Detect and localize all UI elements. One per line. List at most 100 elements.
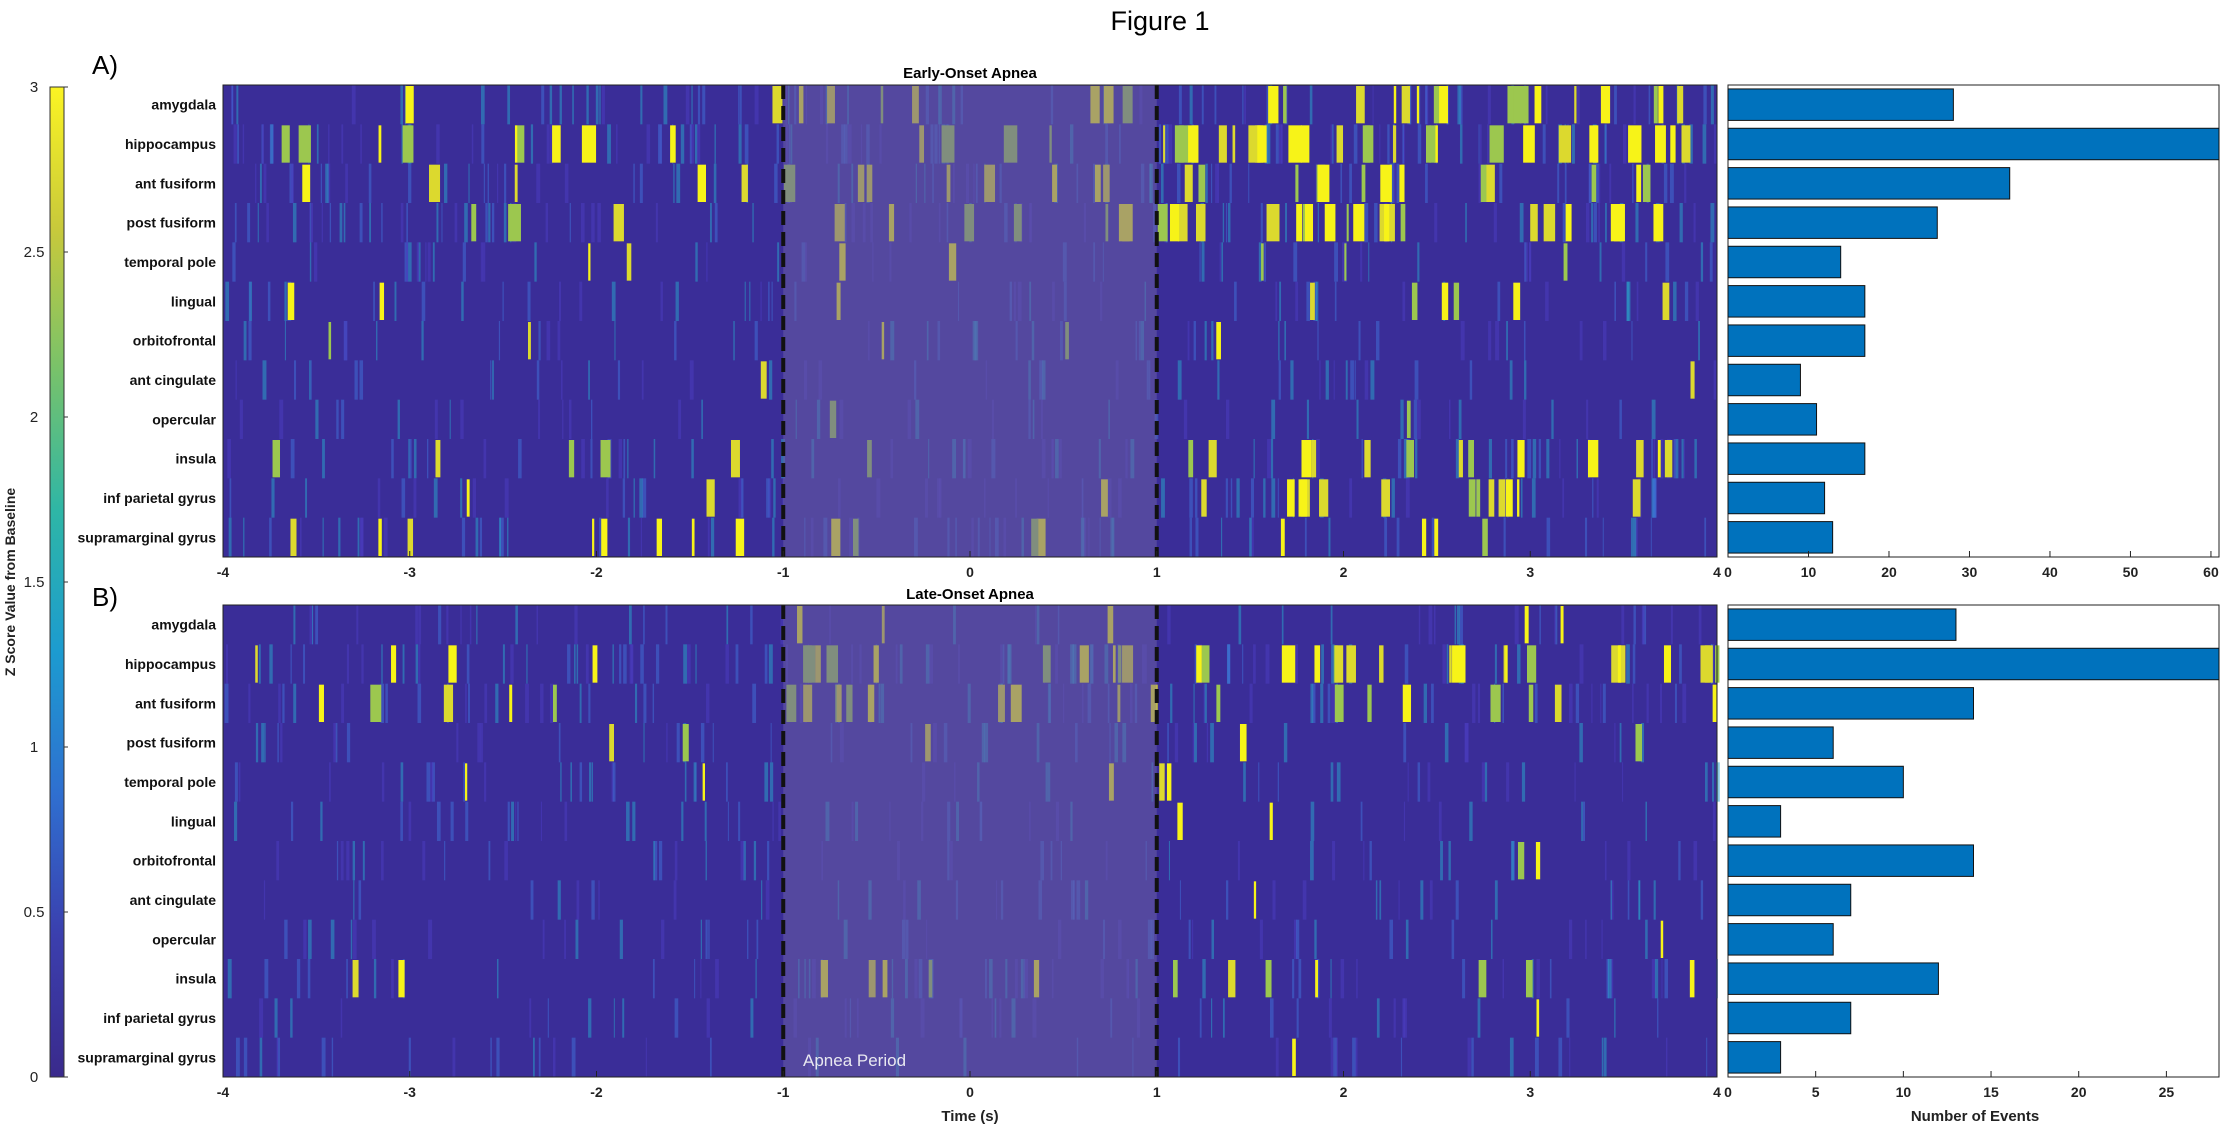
heatmap-cell [1402,684,1412,722]
heatmap-cell [1269,998,1274,1038]
heatmap-cell [1192,723,1195,763]
heatmap-cell [514,164,518,202]
heatmap-cell [738,801,741,841]
heatmap-cell [1310,282,1315,320]
heatmap-cell [415,605,418,645]
heatmap-cell [1363,841,1365,881]
heatmap-cell [315,605,319,645]
heatmap-cell [557,321,561,361]
heatmap-cell [560,762,562,802]
heatmap-cell [633,163,635,203]
heatmap-cell [1628,125,1642,163]
heatmap-cell [1208,440,1217,478]
heatmap-cell [643,723,645,763]
heatmap-cell [591,399,593,439]
heatmap-cell [1593,203,1597,243]
heatmap-cell [564,919,566,959]
heatmap-cell [1275,281,1278,321]
heatmap-cell [1189,517,1192,557]
heatmap-cell [1176,163,1181,203]
heatmap-cell [674,998,679,1038]
heatmap-cell [284,321,286,361]
heatmap-cell [726,605,729,645]
heatmap-cell [369,203,372,243]
heatmap-cell [714,124,716,164]
heatmap-cell [1403,439,1408,479]
heatmap-cell [378,518,382,556]
heatmap-cell [768,478,772,518]
heatmap-row-label: ant fusiform [135,695,216,711]
heatmap-cell [558,281,562,321]
heatmap-cell [444,163,448,203]
heatmap-cell [436,203,439,243]
heatmap-cell [1320,683,1324,723]
heatmap-cell [619,919,623,959]
heatmap-cell [725,644,729,684]
heatmap-cell [1715,762,1720,802]
heatmap-cell [1399,164,1405,202]
heatmap-cell [1161,163,1164,203]
heatmap-cell [1277,762,1279,802]
heatmap-cell [1660,920,1664,958]
heatmap-cell [1280,518,1285,556]
heatmap-cell [461,281,464,321]
heatmap-cell [777,242,780,282]
heatmap-early-onset: amygdala hippocampus ant fusiform post fusi… [78,84,1721,580]
heatmap-cell [1601,1037,1604,1077]
heatmap-cell [1458,440,1463,478]
heatmap-cell [634,683,638,723]
heatmap-cell [309,203,314,243]
heatmap-cell [1379,880,1382,920]
heatmap-cell [693,762,697,802]
heatmap-cell [1237,841,1240,881]
heatmap-cell [618,439,623,479]
heatmap-cell [697,164,706,202]
bar-x-tick-label: 10 [1896,1084,1912,1100]
bar-x-tick-label: 40 [2042,564,2058,580]
heatmap-cell [1505,479,1513,517]
heatmap-cell [1521,762,1526,802]
heatmap-cell [1592,125,1598,163]
heatmap-cell [570,762,572,802]
heatmap-cell [1700,880,1704,920]
heatmap-cell [504,478,509,518]
heatmap-cell [1327,683,1331,723]
heatmap-cell [1310,683,1314,723]
heatmap-cell [1417,762,1421,802]
heatmap-cell [1389,919,1393,959]
heatmap-cell [1499,163,1503,203]
heatmap-cell [1622,762,1624,802]
heatmap-cell [538,321,541,361]
heatmap-cell [227,439,231,479]
heatmap-cell [1250,517,1254,557]
colorbar-tick-label: 2 [30,409,38,426]
heatmap-cell [595,85,599,125]
heatmap-cell [398,960,405,998]
colorbar-label: Z Score Value from Baseline [2,488,18,677]
heatmap-cell [1174,125,1184,163]
apnea-window-shade [783,605,1157,1077]
heatmap-cell [1438,86,1449,124]
heatmap-cell [321,1037,326,1077]
heatmap-cell [234,203,237,243]
heatmap-cell [1189,478,1193,518]
heatmap-cell [1413,399,1418,439]
heatmap-cell [381,203,383,243]
heatmap-cell [666,723,668,763]
heatmap-cell [1238,605,1242,645]
heatmap-cell [1674,683,1677,723]
heatmap-cell [456,723,459,763]
heatmap-cell [1248,163,1250,203]
heatmap-cell [1677,86,1684,124]
heatmap-cell [660,281,663,321]
heatmap-cell [1433,605,1436,645]
heatmap-cell [235,360,237,400]
heatmap-cell [1253,881,1257,919]
bar [1727,127,2220,161]
heatmap-cell [328,322,332,360]
heatmap-cell [1417,242,1420,282]
heatmap-cell [1275,124,1279,164]
heatmap-cell [1520,478,1523,518]
bar [1727,481,1826,515]
heatmap-cell [1290,360,1294,400]
